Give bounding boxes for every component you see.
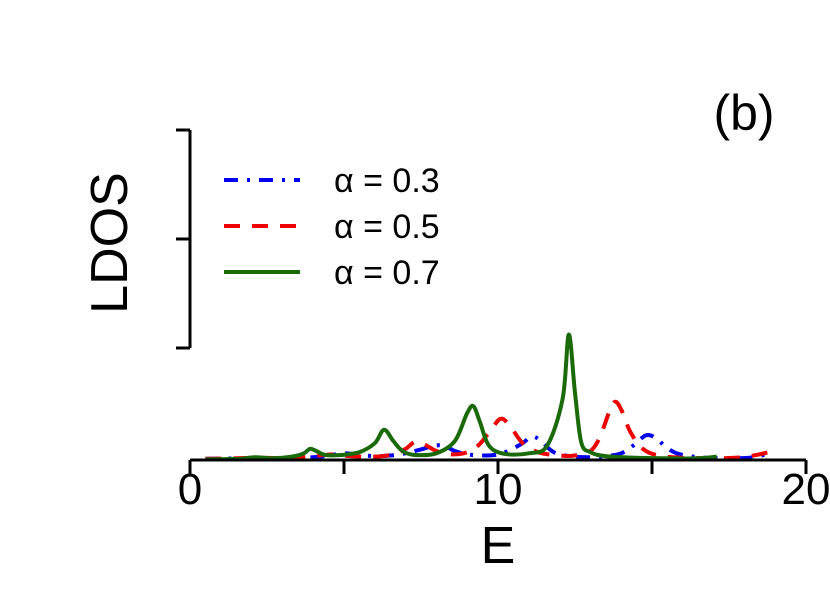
y-ticks [176,128,190,350]
legend-label-1: α = 0.3 [334,162,440,200]
series-layer [205,332,770,462]
x-axis-label: E [481,517,516,575]
series-line-3 [205,332,717,462]
legend: α = 0.3 α = 0.5 α = 0.7 [224,162,440,292]
legend-label-3: α = 0.7 [334,254,440,292]
y-axis-label: LDOS [81,172,139,314]
x-tick-label: 0 [178,465,202,514]
series-line-2 [205,399,770,461]
panel-label: (b) [713,85,774,141]
x-tick-label: 20 [782,465,830,514]
legend-label-2: α = 0.5 [334,208,440,246]
x-ticks: 0 10 20 [178,460,830,514]
x-tick-label: 10 [474,465,523,514]
